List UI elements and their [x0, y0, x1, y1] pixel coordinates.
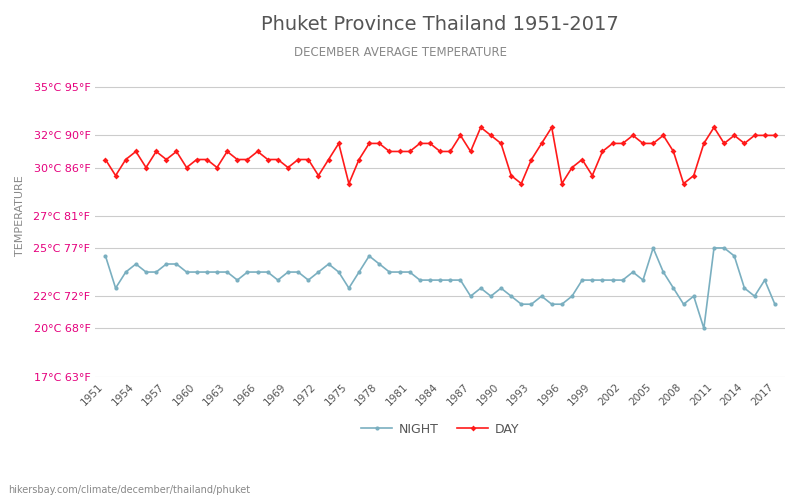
Legend: NIGHT, DAY: NIGHT, DAY	[356, 418, 524, 441]
NIGHT	[182, 269, 191, 275]
DAY	[476, 124, 486, 130]
NIGHT	[608, 277, 618, 283]
NIGHT	[151, 269, 161, 275]
NIGHT	[101, 253, 110, 259]
NIGHT	[699, 326, 709, 332]
NIGHT	[374, 261, 384, 267]
Line: DAY: DAY	[103, 126, 777, 186]
NIGHT	[730, 253, 739, 259]
Y-axis label: TEMPERATURE: TEMPERATURE	[15, 176, 25, 256]
DAY	[385, 148, 394, 154]
Text: hikersbay.com/climate/december/thailand/phuket: hikersbay.com/climate/december/thailand/…	[8, 485, 250, 495]
NIGHT	[648, 245, 658, 251]
DAY	[182, 164, 191, 170]
DAY	[770, 132, 780, 138]
DAY	[151, 148, 161, 154]
DAY	[730, 132, 739, 138]
DAY	[628, 132, 638, 138]
DAY	[101, 156, 110, 162]
DAY	[344, 180, 354, 186]
Line: NIGHT: NIGHT	[103, 246, 777, 330]
Text: DECEMBER AVERAGE TEMPERATURE: DECEMBER AVERAGE TEMPERATURE	[294, 46, 506, 59]
DAY	[415, 140, 425, 146]
Title: Phuket Province Thailand 1951-2017: Phuket Province Thailand 1951-2017	[262, 15, 619, 34]
NIGHT	[770, 301, 780, 307]
NIGHT	[405, 269, 414, 275]
